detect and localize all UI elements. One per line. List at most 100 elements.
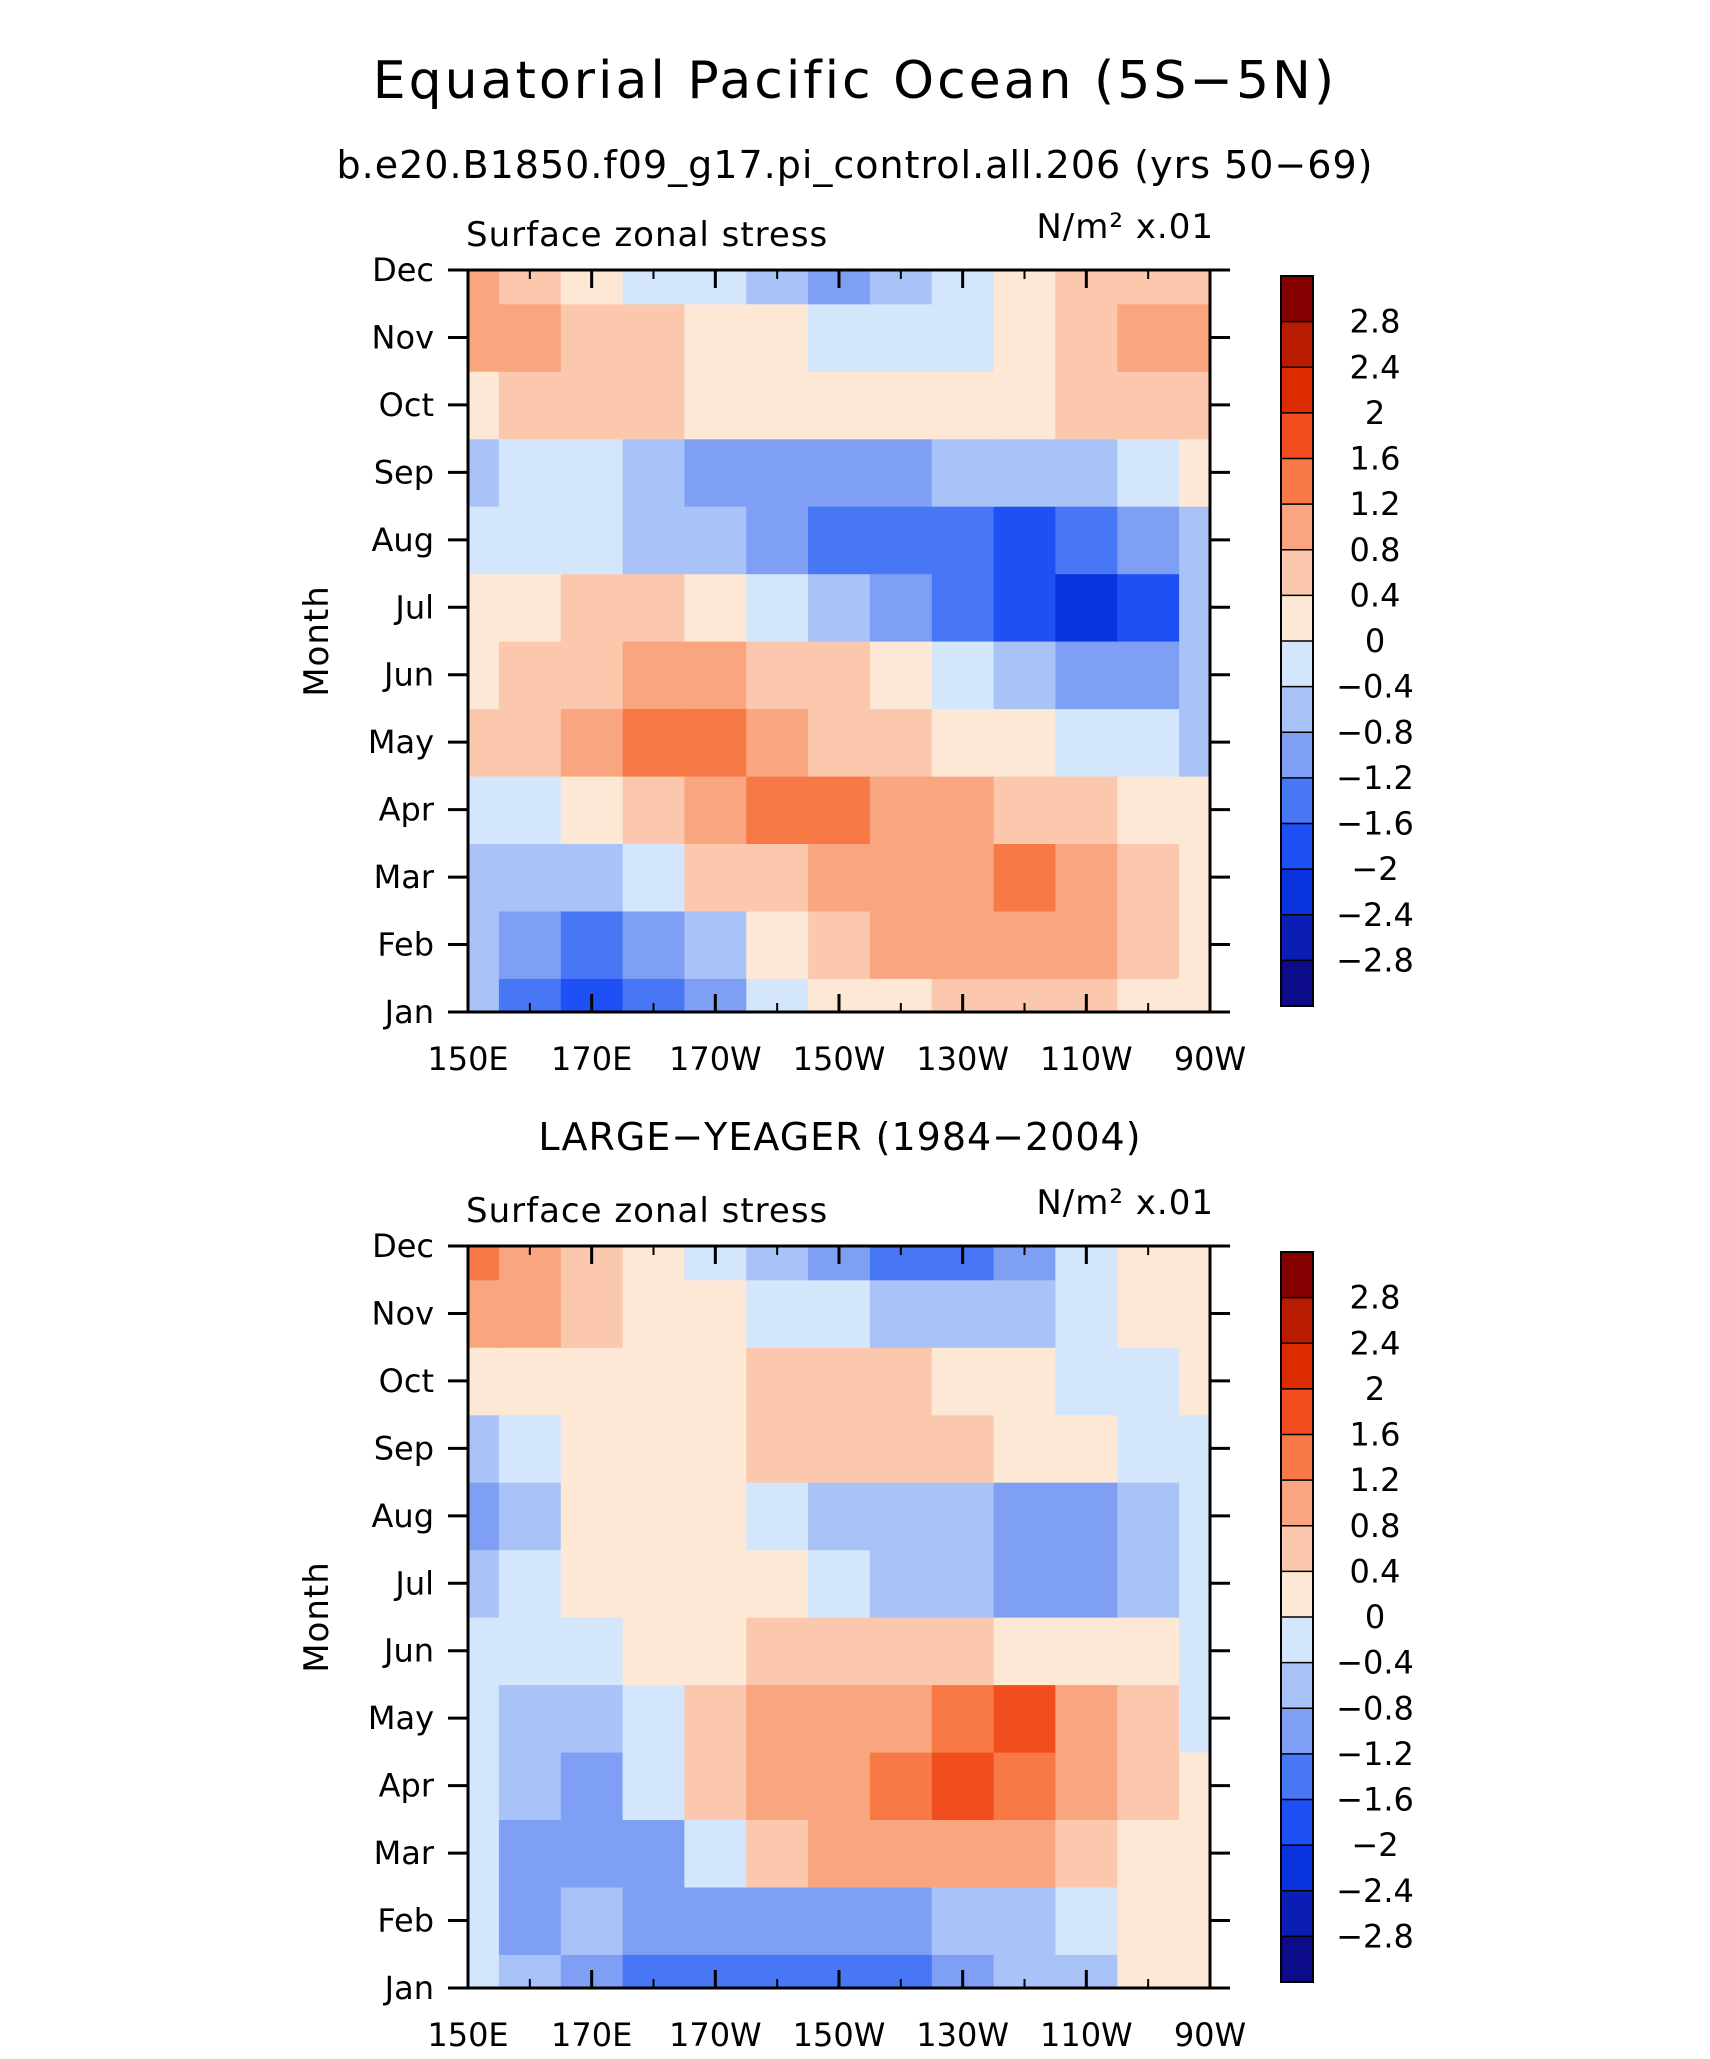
heatmap-cell (1179, 775, 1211, 844)
colorbar-swatch (1281, 504, 1313, 551)
heatmap-cell (498, 438, 562, 507)
heatmap-cell (746, 506, 809, 575)
y-ticks: Jan Feb Mar Apr May Jun Jul Aug Sep Oct Nov Dec (368, 251, 1230, 1031)
heatmap-cell (1179, 708, 1211, 777)
colorbar-swatch (1281, 869, 1313, 916)
y-tick-label: Jun (382, 656, 434, 694)
heatmap-cell (1179, 438, 1211, 507)
heatmap-cell (746, 1751, 809, 1820)
heatmap-cell (931, 1414, 995, 1483)
heatmap-cell (869, 708, 933, 777)
unit-string: N/m² x.01 (1036, 1183, 1214, 1223)
heatmap-cell (931, 1617, 995, 1686)
heatmap-cell (869, 910, 933, 979)
heatmap-cell (808, 1549, 871, 1618)
heatmap-cell (869, 573, 933, 642)
heatmap-cell (684, 1684, 747, 1753)
heatmap-cell (746, 641, 809, 710)
x-tick-label: 110W (1040, 1040, 1133, 1078)
colorbar-swatch (1281, 1617, 1313, 1664)
heatmap-cell (993, 1684, 1056, 1753)
colorbar-tick-label: 0.4 (1350, 576, 1401, 614)
heatmap-cell (622, 1751, 685, 1820)
heatmap-cell (468, 1246, 500, 1281)
colorbar-tick-label: 0.8 (1350, 1507, 1401, 1545)
heatmap-cell (560, 775, 624, 844)
heatmap-cell (468, 270, 500, 305)
heatmap-cell (746, 1819, 809, 1888)
heatmap-cell (993, 775, 1056, 844)
heatmap-cell (622, 775, 685, 844)
colorbar-tick-label: 2.8 (1350, 303, 1401, 341)
colorbar-tick-label: −1.2 (1336, 759, 1414, 797)
y-tick-label: Jan (383, 993, 434, 1031)
colorbar-swatch (1281, 1708, 1313, 1755)
heatmap-cell (1117, 1414, 1180, 1483)
heatmap-cell (931, 303, 995, 372)
y-tick-label: Jul (393, 588, 434, 626)
heatmap-cell (622, 573, 685, 642)
x-tick-label: 130W (916, 2016, 1009, 2054)
heatmap-cell (684, 1414, 747, 1483)
heatmap-cell (746, 1414, 809, 1483)
heatmap-cell (468, 775, 500, 844)
heatmap-cell (560, 641, 624, 710)
heatmap-cells (468, 270, 1211, 1013)
heatmap-cell (931, 910, 995, 979)
x-tick-label: 170W (669, 1040, 762, 1078)
heatmap-cell (1055, 1886, 1118, 1955)
colorbar-tick-label: 0.8 (1350, 531, 1401, 569)
heatmap-cell (1179, 1549, 1211, 1618)
heatmap-cell (869, 506, 933, 575)
heatmap-cell (1055, 1347, 1118, 1416)
heatmap-cell (808, 1414, 871, 1483)
colorbar-tick-label: −2.4 (1336, 896, 1414, 934)
heatmap-cell (468, 1819, 500, 1888)
colorbar-swatch (1281, 960, 1313, 1007)
heatmap-cell (498, 1279, 562, 1348)
heatmap-cell (1055, 708, 1118, 777)
heatmap-cell (622, 1549, 685, 1618)
x-tick-label: 90W (1174, 2016, 1246, 2054)
heatmap-cell (993, 506, 1056, 575)
colorbar-tick-label: 2 (1365, 1370, 1385, 1408)
heatmap-cell (498, 1886, 562, 1955)
heatmap-cells (468, 1246, 1211, 1989)
heatmap-cell (684, 1549, 747, 1618)
heatmap-cell (1055, 303, 1118, 372)
heatmap-cell (746, 910, 809, 979)
colorbar-tick-label: 1.2 (1350, 1461, 1401, 1499)
heatmap-cell (931, 708, 995, 777)
heatmap-cell (560, 1482, 624, 1551)
heatmap-cell (808, 1886, 871, 1955)
heatmap-cell (1179, 270, 1211, 305)
y-tick-label: Oct (379, 386, 434, 424)
heatmap-cell (931, 506, 995, 575)
heatmap-cell (498, 910, 562, 979)
colorbar-tick-label: −0.8 (1336, 713, 1414, 751)
heatmap-cell (931, 1347, 995, 1416)
colorbar-swatch (1281, 595, 1313, 642)
heatmap-cell (746, 1549, 809, 1618)
heatmap-cell (1055, 641, 1118, 710)
colorbar-tick-label: 2.4 (1350, 1324, 1401, 1362)
heatmap-cell (931, 843, 995, 912)
heatmap-cell (931, 775, 995, 844)
heatmap-cell (931, 1751, 995, 1820)
colorbar-swatch (1281, 367, 1313, 414)
heatmap-cell (1179, 1414, 1211, 1483)
colorbar-swatch (1281, 1571, 1313, 1618)
heatmap-cell (1117, 910, 1180, 979)
heatmap-cell (869, 1819, 933, 1888)
heatmap-cell (1055, 438, 1118, 507)
colorbar-swatch (1281, 1662, 1313, 1709)
x-tick-label: 130W (916, 1040, 1009, 1078)
heatmap-cell (684, 1347, 747, 1416)
heatmap-cell (1055, 1279, 1118, 1348)
heatmap-cell (869, 1886, 933, 1955)
heatmap-cell (808, 1684, 871, 1753)
heatmap-cell (498, 573, 562, 642)
y-axis-label: Month (297, 585, 337, 697)
colorbar-swatch (1281, 276, 1313, 323)
figure-title: Equatorial Pacific Ocean (5S−5N) (373, 51, 1337, 111)
